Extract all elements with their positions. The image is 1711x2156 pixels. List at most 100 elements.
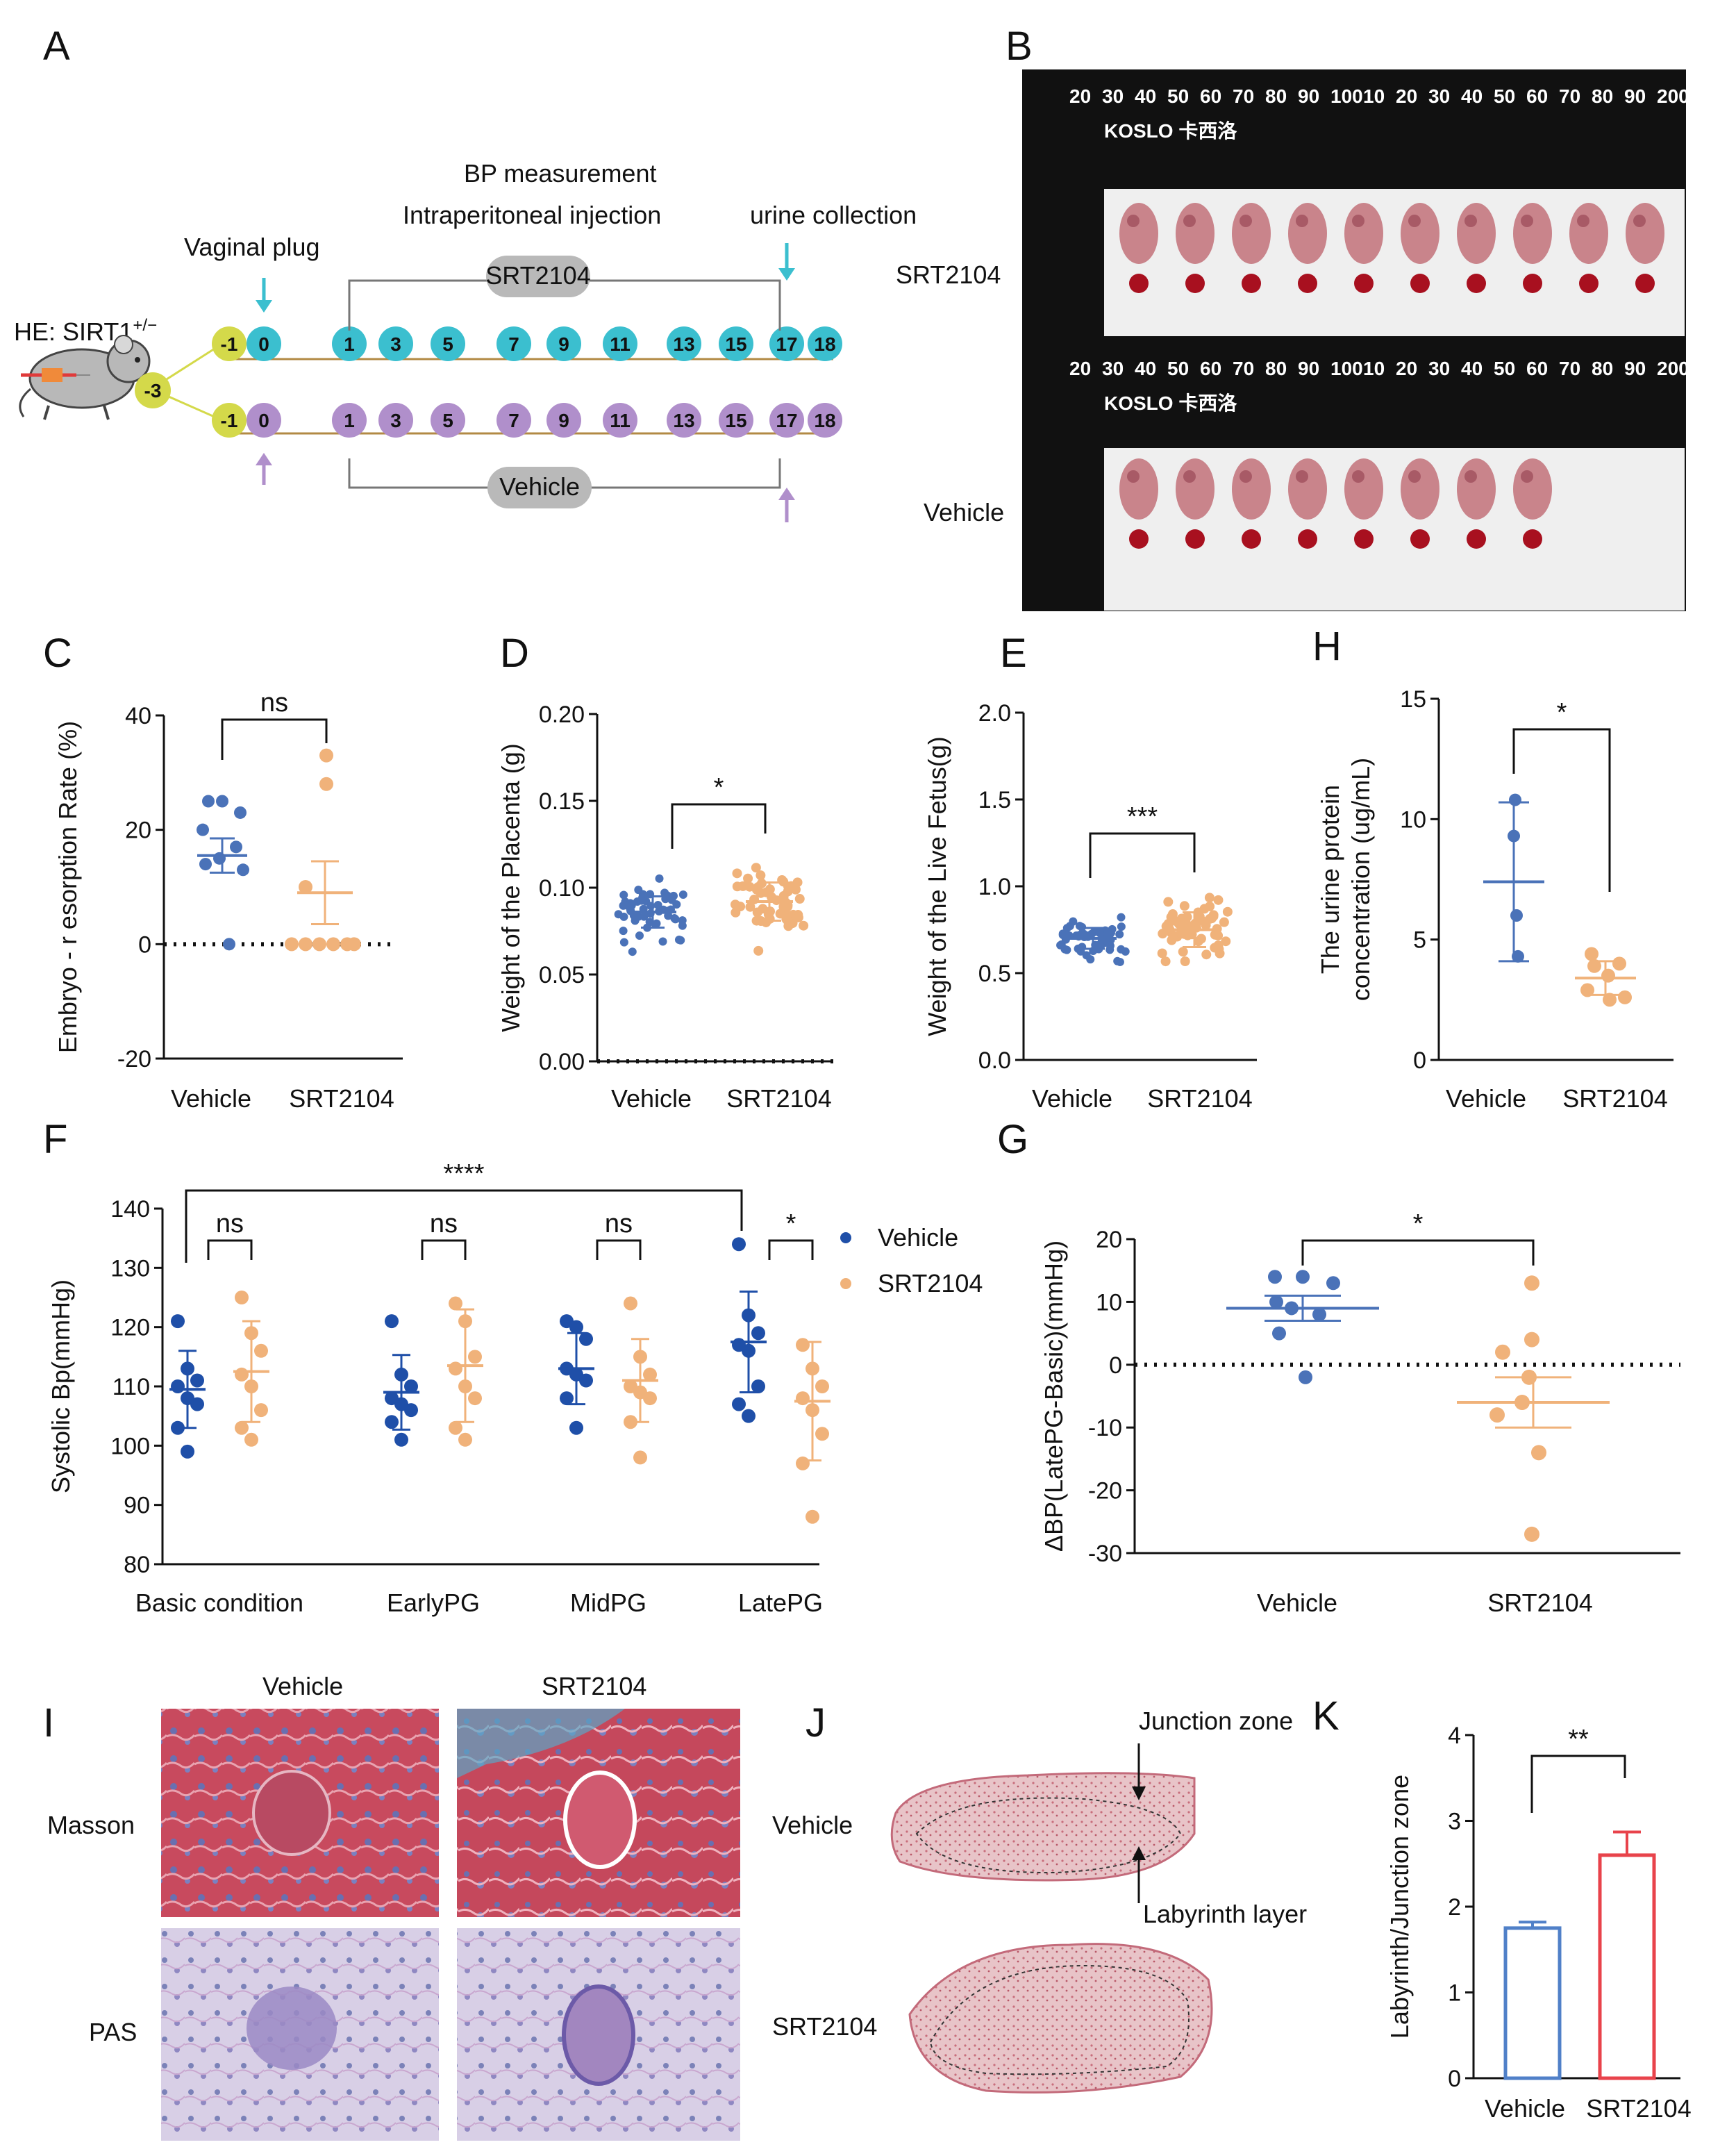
- histology-col-vehicle: Vehicle: [262, 1672, 343, 1700]
- data-point: [643, 1367, 657, 1382]
- data-point: [1603, 993, 1617, 1007]
- day-node-label: 18: [814, 410, 835, 431]
- histology-row-masson: Masson: [47, 1811, 135, 1839]
- panel-letter-g: G: [997, 1117, 1028, 1162]
- data-point: [385, 1415, 399, 1429]
- day-node: [496, 326, 531, 361]
- day-node: [247, 403, 281, 438]
- data-point: [1489, 1407, 1505, 1423]
- fetus-head: [1577, 215, 1589, 227]
- day-node-label: 5: [442, 333, 453, 355]
- data-point: [667, 895, 676, 904]
- significance-bracket: [221, 718, 328, 760]
- day-node-label: 0: [258, 410, 269, 431]
- day-node: [546, 403, 581, 438]
- data-point: [230, 840, 242, 854]
- data-point: [254, 1343, 268, 1358]
- y-axis-title: ΔBP(LatePG-Basic)(mmHg): [1040, 1241, 1068, 1552]
- significance-bracket: [768, 1239, 814, 1260]
- data-point: [1269, 1295, 1283, 1309]
- y-tick-label: 0: [1448, 2066, 1461, 2092]
- y-tick-label: 0.0: [978, 1047, 1011, 1074]
- x-tick-label: MidPG: [570, 1589, 646, 1617]
- chart-h-urine-protein: 0 5 10 15 The urine protein concentration (ug…: [1316, 686, 1674, 1113]
- data-point: [1078, 943, 1087, 952]
- day-node-label: 11: [610, 333, 631, 355]
- data-point: [171, 1379, 185, 1393]
- data-point: [1299, 1370, 1312, 1384]
- x-tick-label: Vehicle: [611, 1084, 692, 1113]
- bar: [1598, 1853, 1656, 2080]
- fetus: [1513, 203, 1552, 264]
- data-point: [634, 886, 643, 895]
- urine-collection-label: urine collection: [750, 201, 917, 229]
- significance-bracket: [1512, 728, 1611, 892]
- data-point: [1117, 922, 1126, 931]
- data-point: [569, 1420, 583, 1435]
- x-tick-label: SRT2104: [726, 1084, 831, 1113]
- day-node-label: 11: [610, 410, 631, 431]
- day-node: [546, 326, 581, 361]
- ruler-mark: 30: [1102, 358, 1124, 379]
- data-point: [1215, 948, 1225, 959]
- data-point: [312, 937, 326, 952]
- y-tick-label: 15: [1400, 686, 1426, 713]
- x-tick-label: EarlyPG: [387, 1589, 480, 1617]
- significance-label: *: [786, 1209, 796, 1238]
- y-tick-label: 0.05: [539, 962, 585, 988]
- data-point: [643, 1391, 657, 1406]
- ruler-mark: 50: [1494, 85, 1515, 107]
- data-point: [806, 1509, 819, 1524]
- y-tick-label: 1: [1448, 1980, 1461, 2007]
- ruler-mark: 60: [1200, 358, 1221, 379]
- data-point: [619, 927, 628, 936]
- y-tick-label: 0: [138, 931, 151, 958]
- day-node-label: 3: [390, 333, 401, 355]
- y-tick-label: 100: [110, 1433, 150, 1459]
- fetus: [1513, 458, 1552, 520]
- vehicle-pill: [487, 467, 592, 508]
- y-tick-label: 10: [1400, 806, 1426, 833]
- fetus-head: [1240, 470, 1252, 483]
- chart-c-resorption: -20 0 20 40 Embryo - r esorption Rate (%) ns V…: [53, 688, 403, 1113]
- data-point: [1194, 911, 1205, 922]
- placenta-dot: [1523, 274, 1542, 293]
- ruler-mark: 40: [1135, 85, 1156, 107]
- data-point: [190, 1397, 204, 1411]
- data-point: [1618, 990, 1632, 1004]
- syringe-icon: [21, 368, 90, 382]
- y-axis-title: The urine protein: [1316, 785, 1344, 974]
- placenta-dot: [1410, 529, 1430, 549]
- ruler-mark: 30: [1102, 85, 1124, 107]
- day-node-label: 9: [558, 410, 569, 431]
- ruler-mark: 30: [1428, 358, 1450, 379]
- fetus: [1401, 458, 1439, 520]
- data-point: [794, 894, 805, 904]
- day-node: [769, 326, 804, 361]
- data-point: [1524, 1332, 1539, 1348]
- fetus-head: [1127, 470, 1140, 483]
- y-tick-label: 0.5: [978, 961, 1011, 987]
- legend-srt2104-marker: [840, 1278, 851, 1289]
- ruler-mark: 80: [1592, 85, 1613, 107]
- placenta-dot: [1298, 529, 1317, 549]
- data-point: [202, 795, 215, 808]
- y-axis-title: Weight of the Placenta (g): [496, 743, 525, 1032]
- data-point: [796, 1456, 810, 1470]
- significance-bracket: [671, 803, 767, 849]
- data-point: [234, 806, 247, 819]
- significance-bracket: [1301, 1239, 1535, 1266]
- ruler-mark: 10: [1363, 358, 1385, 379]
- data-point: [1167, 935, 1177, 945]
- y-tick-label: 0.10: [539, 875, 585, 902]
- data-point: [792, 877, 803, 888]
- histology-row-pas: PAS: [89, 2018, 137, 2046]
- data-point: [299, 937, 312, 952]
- ruler-mark: 70: [1559, 358, 1580, 379]
- y-tick-label: 40: [125, 703, 151, 729]
- svg-text:-3: -3: [144, 380, 162, 401]
- x-tick-label: Basic condition: [135, 1589, 303, 1617]
- data-point: [449, 1296, 462, 1311]
- ruler-mark: 50: [1167, 85, 1189, 107]
- data-point: [678, 890, 687, 899]
